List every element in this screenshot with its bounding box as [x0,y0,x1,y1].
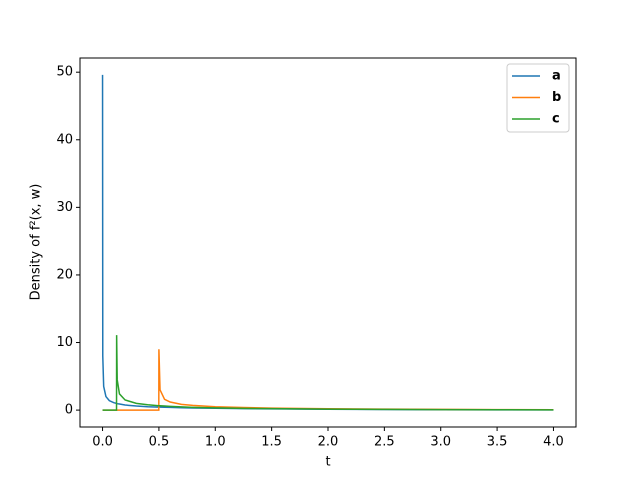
legend-label: c [552,112,560,127]
y-axis-label: Density of f²(x, w) [29,184,44,301]
x-tick-label: 3.5 [487,435,508,450]
x-tick-label: 2.0 [318,435,339,450]
legend-label: b [552,90,561,105]
legend-label: a [552,69,561,84]
x-tick-label: 0.0 [92,435,113,450]
x-axis-label: t [325,455,330,470]
y-tick-label: 30 [56,200,73,215]
x-tick-label: 4.0 [543,435,564,450]
x-tick-label: 1.5 [261,435,282,450]
y-tick-label: 10 [56,335,73,350]
x-tick-label: 1.0 [205,435,226,450]
x-tick-label: 0.5 [149,435,170,450]
series-line [102,349,554,411]
series-line [101,74,554,411]
x-tick-label: 3.0 [430,435,451,450]
y-tick-label: 20 [56,267,73,282]
y-tick-label: 40 [56,132,73,147]
y-tick-label: 50 [56,65,73,80]
x-tick-label: 2.5 [374,435,395,450]
series-line [102,335,554,411]
plot-frame [79,57,577,428]
y-tick-label: 0 [65,403,73,418]
